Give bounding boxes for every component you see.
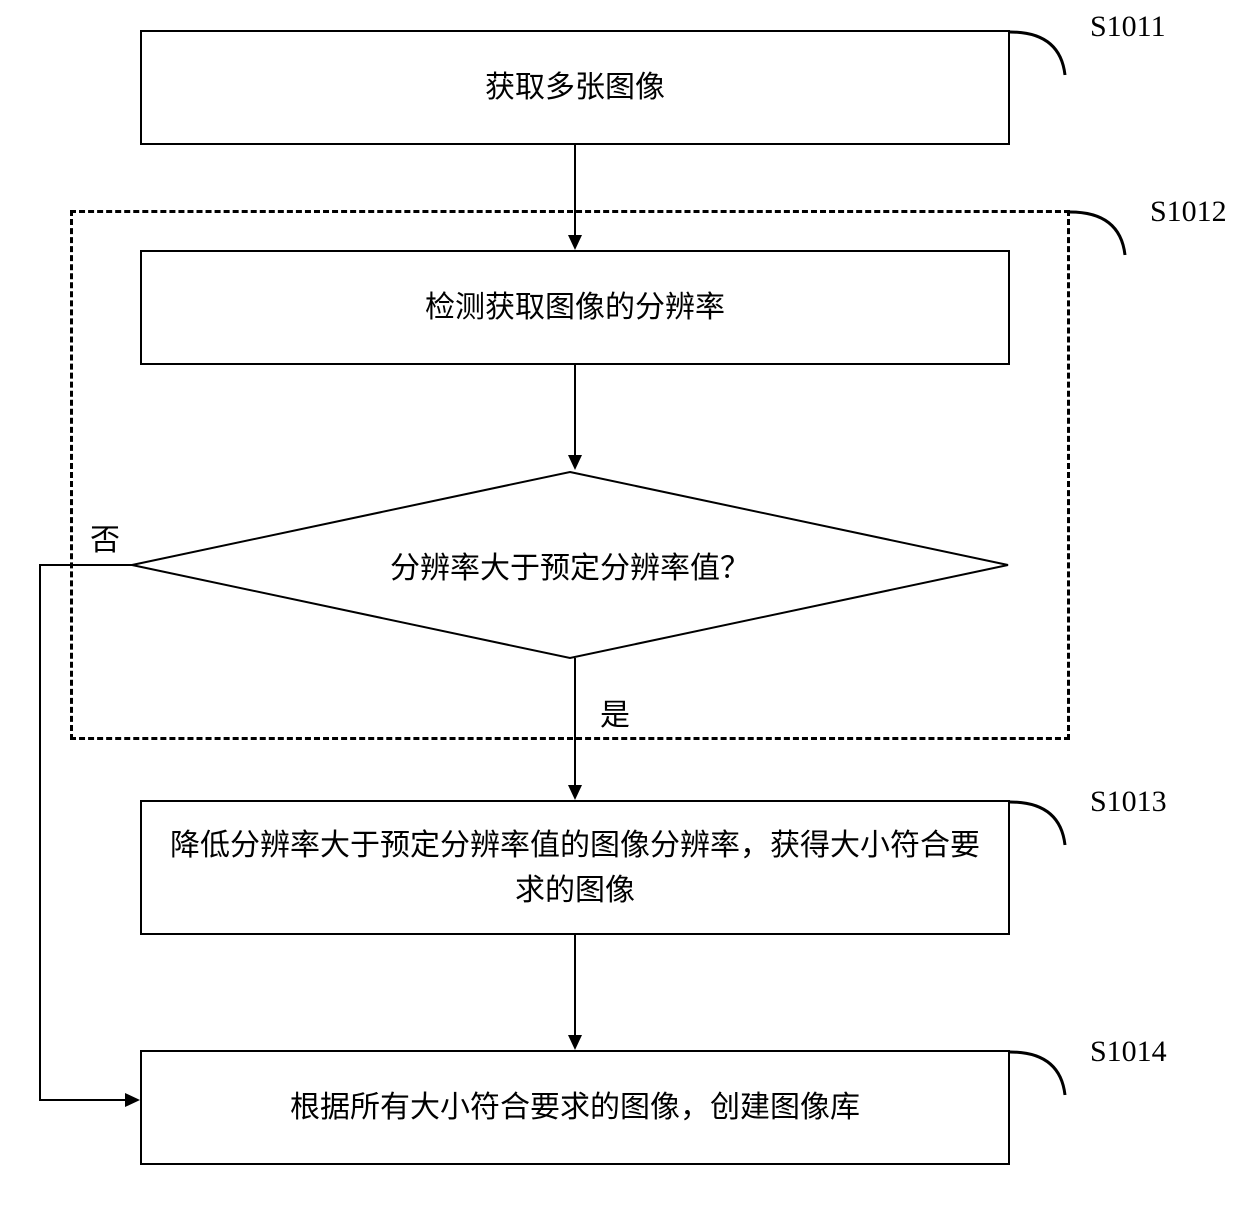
node-detect-text: 检测获取图像的分辨率 <box>425 285 725 330</box>
edge-label-no: 否 <box>90 515 120 559</box>
arrow-detect-decision <box>565 365 585 475</box>
node-s1011: 获取多张图像 <box>140 30 1010 145</box>
label-s1011: S1011 <box>1090 10 1166 44</box>
arrow-s1013-s1014 <box>565 935 585 1053</box>
node-s1014: 根据所有大小符合要求的图像，创建图像库 <box>140 1050 1010 1165</box>
arrow-decision-s1014-no <box>25 560 145 1115</box>
label-bracket-s1011 <box>1010 30 1080 80</box>
node-s1014-text: 根据所有大小符合要求的图像，创建图像库 <box>290 1085 860 1130</box>
label-bracket-s1014 <box>1010 1050 1080 1100</box>
node-decision-text: 分辨率大于预定分辨率值？ <box>390 543 750 587</box>
label-s1014: S1014 <box>1090 1035 1167 1069</box>
node-decision: 分辨率大于预定分辨率值？ <box>130 470 1010 660</box>
edge-label-yes: 是 <box>600 690 630 734</box>
label-s1013: S1013 <box>1090 785 1167 819</box>
node-s1013: 降低分辨率大于预定分辨率值的图像分辨率，获得大小符合要求的图像 <box>140 800 1010 935</box>
node-detect: 检测获取图像的分辨率 <box>140 250 1010 365</box>
node-s1013-text: 降低分辨率大于预定分辨率值的图像分辨率，获得大小符合要求的图像 <box>162 823 988 913</box>
node-s1011-text: 获取多张图像 <box>485 65 665 110</box>
arrow-decision-s1013 <box>565 658 585 803</box>
label-s1012: S1012 <box>1150 195 1227 229</box>
flowchart-container: 获取多张图像 S1011 S1012 检测获取图像的分辨率 分辨率大于预定分辨率… <box>0 0 1240 1221</box>
label-bracket-s1012 <box>1070 210 1140 260</box>
label-bracket-s1013 <box>1010 800 1080 850</box>
